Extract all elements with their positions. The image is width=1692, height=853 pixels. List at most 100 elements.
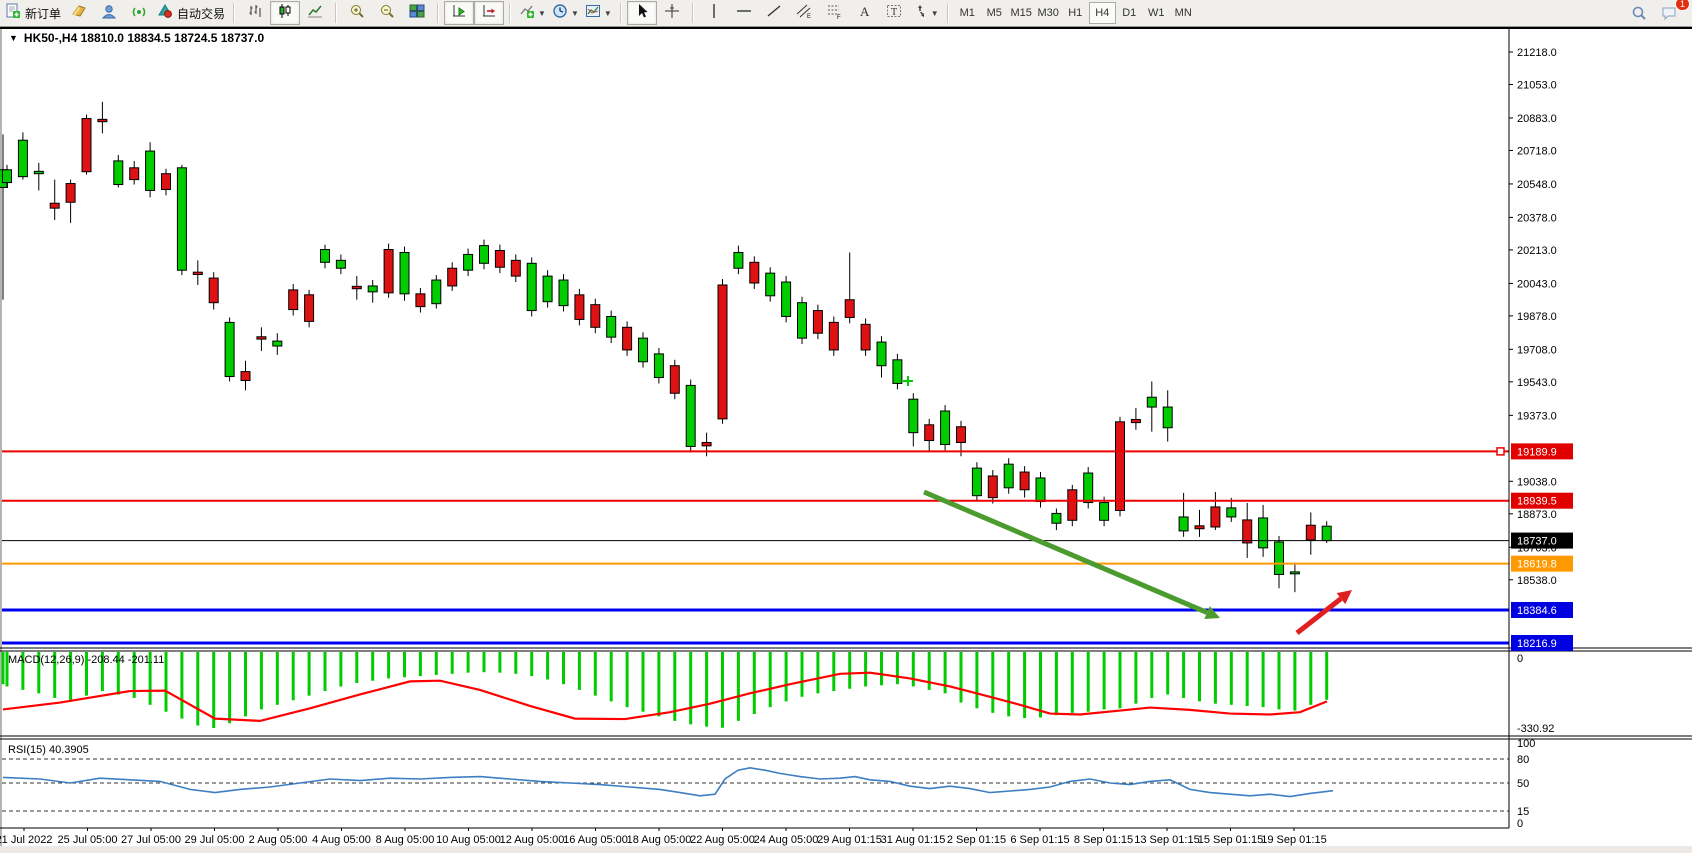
up-signal-arrow[interactable] bbox=[1295, 590, 1352, 635]
plus-marker[interactable] bbox=[903, 376, 913, 386]
toolbar-group-4: ▼ ▼ ▼ bbox=[514, 0, 617, 26]
candle-body bbox=[590, 304, 601, 328]
candle-body bbox=[1083, 472, 1094, 504]
signal-button[interactable] bbox=[124, 1, 154, 25]
fibo-icon: F bbox=[826, 3, 842, 24]
candle-body bbox=[1210, 506, 1221, 528]
fibo-button[interactable]: F bbox=[819, 1, 849, 25]
hline-button[interactable] bbox=[729, 1, 759, 25]
chat-button[interactable]: 1 bbox=[1654, 0, 1690, 25]
vline-button[interactable] bbox=[699, 1, 729, 25]
timeframe-w1-button[interactable]: W1 bbox=[1147, 7, 1165, 19]
crosshair-button[interactable] bbox=[657, 1, 687, 25]
timeframe-m1-button[interactable]: M1 bbox=[959, 7, 975, 19]
svg-text:A: A bbox=[860, 4, 870, 19]
profile-button[interactable] bbox=[94, 1, 124, 25]
candle-body bbox=[351, 285, 362, 290]
candle-body bbox=[622, 326, 633, 351]
date-tick-label: 2 Aug 05:00 bbox=[249, 834, 308, 846]
cursor-button[interactable] bbox=[626, 1, 657, 25]
candle-body bbox=[240, 371, 251, 381]
label-button[interactable]: T bbox=[879, 1, 909, 25]
timeframe-d1-button[interactable]: D1 bbox=[1122, 7, 1137, 19]
candle-body bbox=[383, 249, 394, 294]
timeframe-h1-button[interactable]: H1 bbox=[1068, 7, 1083, 19]
rsi-axis-label: 80 bbox=[1517, 754, 1529, 766]
chart-dropdown-icon[interactable]: ▼ bbox=[9, 33, 18, 43]
candle-body bbox=[49, 202, 60, 209]
timeframe-h4-button[interactable]: H4 bbox=[1088, 2, 1116, 24]
price-tick-label: 19708.0 bbox=[1517, 344, 1557, 356]
candle-body bbox=[733, 251, 744, 269]
bars-button[interactable] bbox=[240, 1, 270, 25]
price-axis[interactable]: 21218.0 21053.0 20883.0 20718.0 20548.0 20378… bbox=[1508, 29, 1557, 828]
candle-body bbox=[574, 294, 585, 320]
timeframe-m15-button[interactable]: M15 bbox=[1010, 7, 1032, 19]
date-tick-label: 6 Sep 01:15 bbox=[1010, 834, 1069, 846]
date-tick-label: 4 Aug 05:00 bbox=[312, 834, 371, 846]
trendline-button[interactable] bbox=[759, 1, 789, 25]
candle-body bbox=[828, 321, 839, 351]
candle-body bbox=[335, 259, 346, 269]
candle-body bbox=[1274, 541, 1284, 575]
candles-button[interactable] bbox=[270, 1, 301, 25]
date-axis[interactable]: 21 Jul 2022 25 Jul 05:00 27 Jul 05:00 29 Ju… bbox=[0, 827, 1509, 846]
date-tick-label: 18 Aug 05:00 bbox=[627, 834, 692, 846]
zoom-out-button[interactable] bbox=[372, 1, 402, 25]
candle-body bbox=[463, 253, 474, 271]
candle-body bbox=[1099, 502, 1110, 521]
timeframe-mn-button[interactable]: MN bbox=[1174, 7, 1192, 19]
toolbar-separator bbox=[233, 3, 236, 23]
price-tick-label: 21053.0 bbox=[1517, 79, 1557, 91]
book-button[interactable] bbox=[64, 1, 94, 25]
price-tick-label: 18538.0 bbox=[1517, 575, 1557, 587]
candle-body bbox=[717, 284, 728, 420]
candle-body bbox=[1321, 525, 1332, 542]
cursor-icon bbox=[634, 3, 650, 24]
new-order-button[interactable]: 新订单 bbox=[2, 1, 64, 25]
chevron-down-icon: ▼ bbox=[930, 8, 939, 18]
timeframe-group: M1 M5 M15 M30 H1 H4 D1 W1 MN bbox=[952, 0, 1199, 26]
date-tick-label: 31 Aug 01:15 bbox=[881, 834, 946, 846]
linechart-button[interactable] bbox=[300, 1, 330, 25]
candle-body bbox=[145, 150, 156, 191]
zoom-in-button[interactable] bbox=[342, 1, 372, 25]
add-indicator-button[interactable]: ▼ bbox=[516, 1, 549, 25]
svg-text:19189.9: 19189.9 bbox=[1517, 446, 1557, 458]
date-tick-label: 27 Jul 05:00 bbox=[121, 834, 181, 846]
down-trend-arrow[interactable] bbox=[923, 489, 1220, 619]
candle-body bbox=[224, 321, 235, 378]
autoscroll-button[interactable] bbox=[444, 1, 475, 25]
signal-icon bbox=[131, 3, 147, 24]
date-tick-label: 29 Aug 01:15 bbox=[817, 834, 882, 846]
toolbar-separator bbox=[946, 3, 949, 23]
date-tick-label: 29 Jul 05:00 bbox=[185, 834, 245, 846]
timeframe-m30-button[interactable]: M30 bbox=[1037, 7, 1059, 19]
svg-text:18619.8: 18619.8 bbox=[1517, 559, 1557, 571]
autotrade-button[interactable]: 自动交易 bbox=[154, 1, 228, 25]
new-order-icon bbox=[5, 3, 21, 24]
arrows-icon bbox=[912, 3, 928, 24]
toolbar-group-0: 新订单 自动交易 bbox=[0, 0, 230, 26]
candle-body bbox=[1035, 477, 1046, 503]
template-button[interactable]: ▼ bbox=[582, 1, 615, 25]
arrows-button[interactable]: ▼ bbox=[909, 1, 942, 25]
price-badge-18384.6: 18384.6 bbox=[1511, 601, 1573, 618]
shift-button[interactable] bbox=[474, 1, 505, 25]
candle-body bbox=[1305, 524, 1316, 541]
tile-button[interactable] bbox=[402, 1, 432, 25]
text-button[interactable]: A bbox=[849, 1, 879, 25]
channel-button[interactable]: E bbox=[789, 1, 819, 25]
search-button[interactable] bbox=[1624, 1, 1654, 25]
zoom-out-icon bbox=[379, 3, 395, 24]
clock-button[interactable]: ▼ bbox=[549, 1, 582, 25]
candle-body bbox=[1289, 571, 1300, 575]
candle-body bbox=[176, 167, 187, 271]
price-tick-label: 19543.0 bbox=[1517, 377, 1557, 389]
horizontal-line-19189.9[interactable] bbox=[2, 447, 1509, 456]
rsi-label: RSI(15) 40.3905 bbox=[8, 744, 89, 756]
timeframe-m5-button[interactable]: M5 bbox=[986, 7, 1002, 19]
price-tick-label: 19038.0 bbox=[1517, 476, 1557, 488]
hline-handle[interactable] bbox=[1496, 447, 1505, 456]
